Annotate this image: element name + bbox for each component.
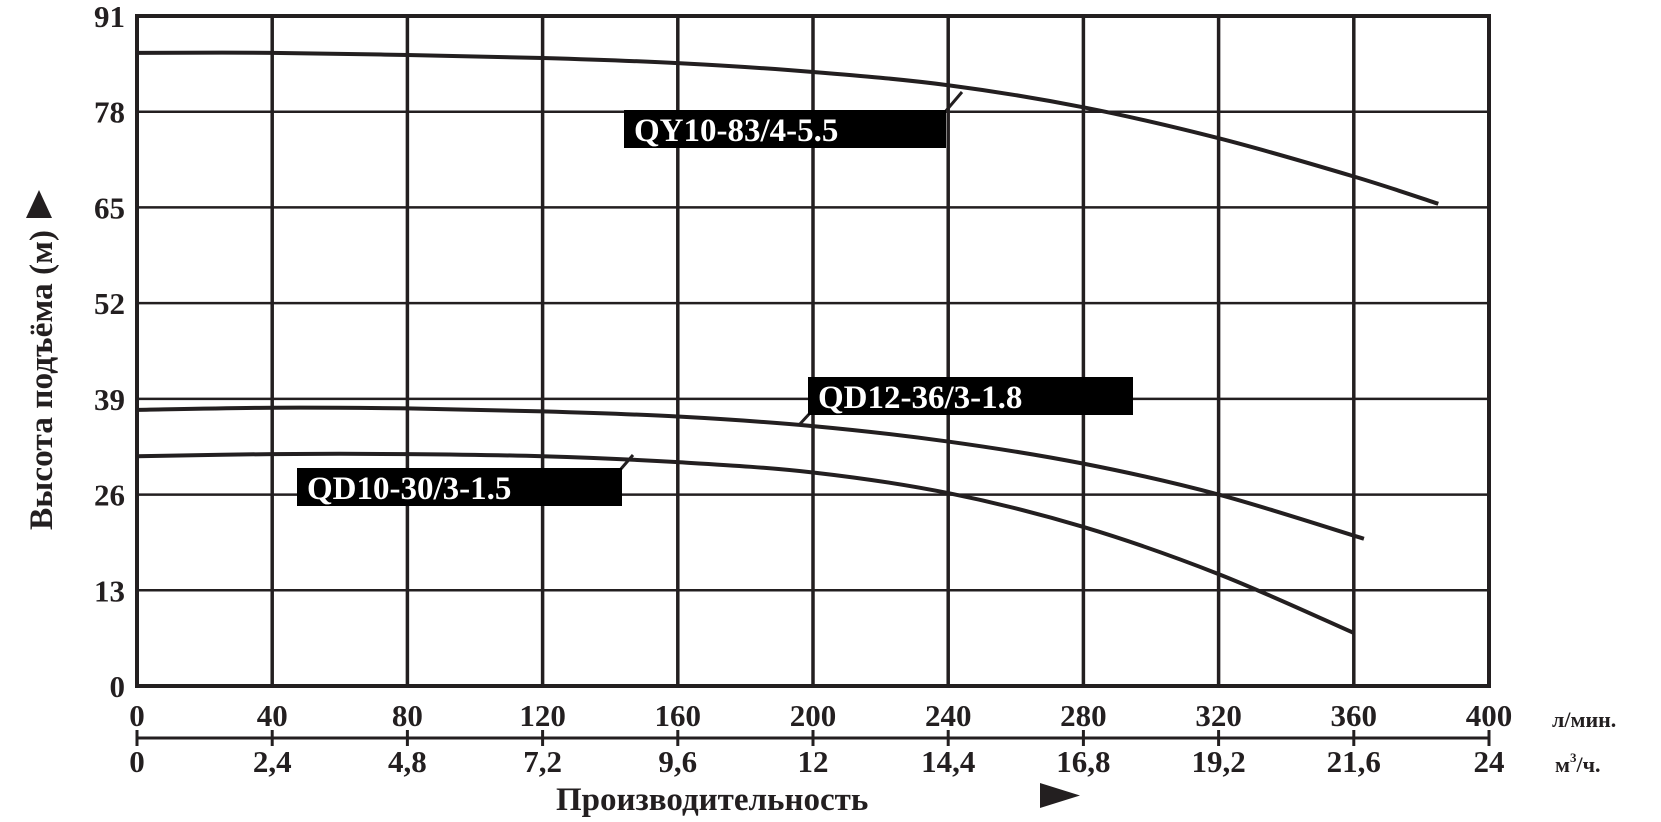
x-tick-label-primary: 80 [392, 698, 423, 733]
performance-curves [136, 50, 1439, 635]
x-tick-label-secondary: 21,6 [1327, 744, 1381, 779]
x-tick-label-primary: 360 [1331, 698, 1378, 733]
y-axis-title: Высота подъёма (м) [24, 190, 60, 530]
label-text: QY10-83/4-5.5 [634, 113, 838, 149]
x-tick-label-secondary: 14,4 [921, 744, 975, 779]
x-unit-primary: л/мин. [1552, 707, 1616, 732]
label-box [624, 110, 946, 148]
y-tick-label: 52 [94, 286, 125, 321]
curve-qy10-83-4-5-5 [136, 50, 1439, 206]
series-label-qd10: QD10-30/3-1.5 [297, 454, 635, 507]
y-tick-label: 26 [94, 478, 125, 513]
series-label-qy10: QY10-83/4-5.5 [624, 91, 964, 149]
x-tick-label-primary: 40 [257, 698, 288, 733]
curve-qd12-36-3-1-8 [136, 405, 1365, 541]
x-axis-ticks-secondary: 0 2,4 4,8 7,2 9,6 12 14,4 16,8 19,2 21,6 24 [129, 744, 1504, 779]
y-axis-ticks: 0 13 26 39 52 65 78 91 [94, 0, 125, 704]
x-tick-label-secondary: 0 [129, 744, 145, 779]
label-text: QD10-30/3-1.5 [307, 471, 511, 507]
plot-frame [135, 14, 1491, 688]
x-tick-label-secondary: 19,2 [1191, 744, 1245, 779]
x-tick-label-secondary: 9,6 [658, 744, 697, 779]
x-tick-label-primary: 280 [1060, 698, 1107, 733]
x-tick-label-secondary: 7,2 [523, 744, 562, 779]
x-tick-label-secondary: 12 [798, 744, 829, 779]
label-text: QD12-36/3-1.8 [818, 380, 1022, 416]
curve-qd10-30-3-1-5 [136, 451, 1355, 635]
y-tick-label: 78 [94, 95, 125, 130]
x-tick-label-primary: 120 [519, 698, 566, 733]
x-tick-label-primary: 240 [925, 698, 972, 733]
leader-line [943, 91, 964, 113]
x-tick-label-primary: 400 [1466, 698, 1513, 733]
x-tick-label-secondary: 24 [1474, 744, 1505, 779]
x-tick-label-primary: 320 [1195, 698, 1242, 733]
right-arrow-icon [1040, 783, 1080, 808]
x-tick-label-primary: 200 [790, 698, 837, 733]
x-tick-label-secondary: 2,4 [253, 744, 292, 779]
y-tick-label: 91 [94, 0, 125, 34]
x-tick-label-secondary: 16,8 [1056, 744, 1110, 779]
x-tick-label-primary: 160 [655, 698, 702, 733]
y-axis-title-text: Высота подъёма (м) [24, 230, 60, 530]
x-axis-title: Производительность [556, 782, 1080, 818]
y-tick-label: 0 [110, 669, 126, 704]
x-axis-secondary [135, 730, 1491, 746]
x-tick-label-primary: 0 [129, 698, 145, 733]
x-axis-ticks-primary: 0 40 80 120 160 200 240 280 320 360 400 [129, 698, 1512, 733]
y-tick-label: 39 [94, 382, 125, 417]
series-label-qd12: QD12-36/3-1.8 [797, 377, 1133, 427]
up-arrow-icon [26, 190, 52, 218]
y-tick-label: 13 [94, 573, 125, 608]
x-tick-label-secondary: 4,8 [388, 744, 427, 779]
leader-line [618, 454, 635, 471]
y-tick-label: 65 [94, 190, 125, 225]
x-axis-title-text: Производительность [556, 782, 868, 818]
label-box [808, 377, 1133, 415]
label-box [297, 468, 622, 506]
x-unit-secondary: м3/ч. [1555, 750, 1601, 777]
